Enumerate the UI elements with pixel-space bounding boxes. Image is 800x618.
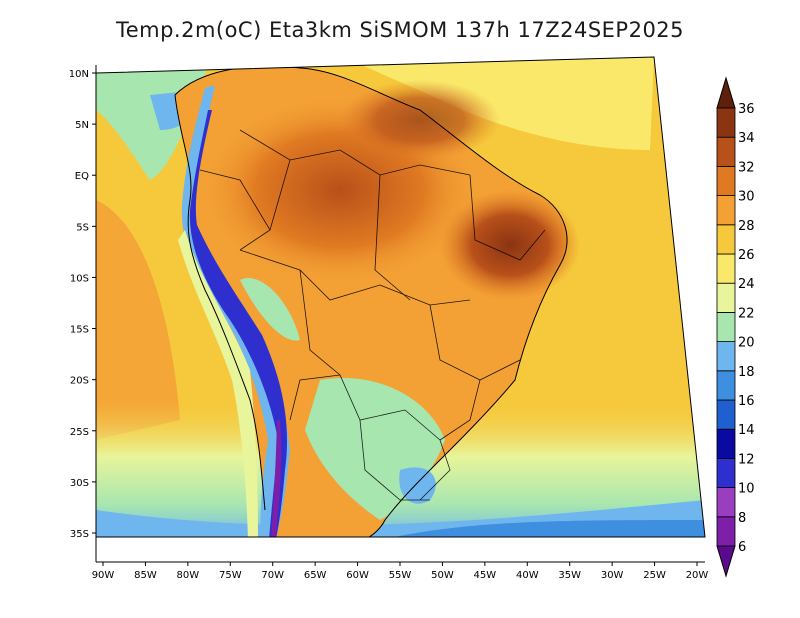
colorbar-swatch [716,311,736,342]
colorbar-label: 22 [738,306,755,321]
colorbar-swatch [716,457,736,488]
colorbar-swatch [716,107,736,138]
x-tick-label: 75W [219,570,242,581]
x-tick-label: 65W [304,570,327,581]
colorbar-label: 6 [738,540,746,555]
colorbar-label: 14 [738,423,755,438]
colorbar-swatch [716,165,736,196]
x-tick-label: 20W [686,570,709,581]
y-tick-label: 15S [70,325,89,336]
y-tick-label: 30S [70,478,89,489]
x-tick-label: 30W [601,570,624,581]
x-tick-label: 35W [558,570,581,581]
y-tick-label: 5N [75,120,89,131]
colorbar-label: 16 [738,394,755,409]
colorbar-min-arrow [716,545,736,578]
x-tick-label: 45W [474,570,497,581]
x-tick-label: 25W [643,570,666,581]
latitude-axis: 10N 5N EQ 5S 10S 15S 20S 25S 30S 35S [69,69,96,540]
y-tick-label: 10S [70,273,89,284]
andes-peaks [189,110,287,537]
y-tick-label: 10N [69,69,89,80]
guianas-hot-zone [340,80,500,160]
y-tick-label: 20S [70,376,89,387]
colorbar-label: 20 [738,336,755,351]
y-tick-label: 25S [70,427,89,438]
altiplano-zone [240,278,300,341]
country-borders [199,129,546,501]
northeast-hot-zone [440,190,580,300]
y-tick-label: 35S [70,529,89,540]
colorbar-label: 12 [738,452,755,467]
x-tick-label: 50W [431,570,454,581]
colorbar-label: 24 [738,277,755,292]
x-tick-label: 70W [261,570,284,581]
colorbar-swatch [716,282,736,313]
coastal-cool-strip [178,230,258,537]
x-tick-label: 40W [516,570,539,581]
map-title: Temp.2m(oC) Eta3km SiSMOM 137h 17Z24SEP2… [115,18,685,42]
colorbar-swatch [716,370,736,401]
colorbar-label: 36 [738,102,755,117]
colorbar-swatch [716,428,736,459]
x-tick-label: 60W [346,570,369,581]
colorbar-swatch [716,224,736,255]
x-tick-label: 90W [92,570,115,581]
colorbar-label: 8 [738,511,746,526]
colorbar-swatch [716,516,736,547]
colorbar-swatch [716,487,736,518]
pacific-warm-zone [96,200,180,440]
andes-high-peaks [270,420,282,537]
x-tick-label: 85W [134,570,157,581]
colorbar-max-arrow [716,76,736,109]
colorbar: 6 8 10 12 14 16 18 20 22 24 26 28 30 32 34 36 [716,76,755,578]
colorbar-label: 10 [738,482,755,497]
colorbar-label: 18 [738,365,755,380]
temperature-field [96,57,705,537]
colorbar-label: 26 [738,248,755,263]
colorbar-swatch [716,253,736,284]
y-tick-label: EQ [75,171,89,182]
x-tick-label: 80W [177,570,200,581]
colorbar-label: 28 [738,219,755,234]
coastline [174,65,568,537]
colorbar-label: 34 [738,131,755,146]
y-tick-label: 5S [76,222,89,233]
colorbar-swatch [716,341,736,372]
longitude-axis: 90W 85W 80W 75W 70W 65W 60W 55W 50W 45W 40W 35W 30W 2… [92,562,709,581]
southern-cold-patch [399,467,436,504]
colorbar-swatch [716,195,736,226]
colorbar-label: 30 [738,190,755,205]
colorbar-swatch [716,136,736,167]
south-coldest-band [380,520,705,537]
x-tick-label: 55W [389,570,412,581]
colorbar-swatch [716,399,736,430]
colorbar-label: 32 [738,160,755,175]
